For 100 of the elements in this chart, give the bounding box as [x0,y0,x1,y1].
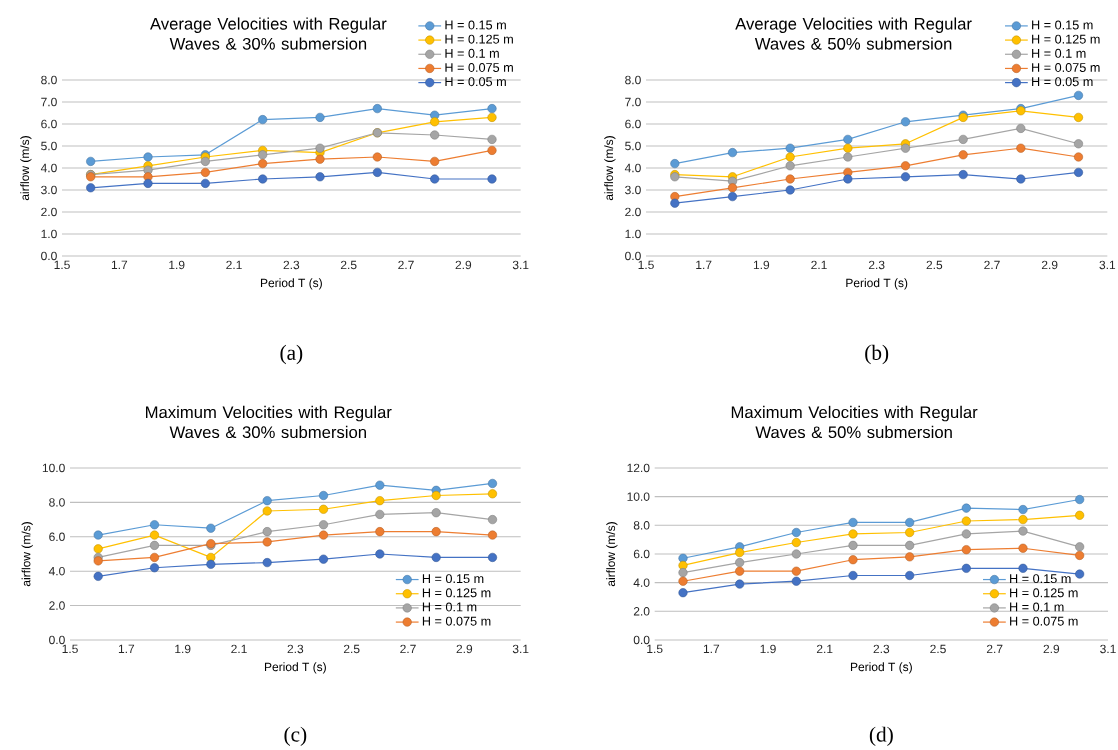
y-tick-label: 7.0 [625,97,641,107]
legend-label: H = 0.125 m [422,588,491,598]
x-tick-label: 2.5 [930,644,946,654]
y-tick-label: 0.0 [625,251,641,261]
legend-label: H = 0.125 m [1010,588,1078,598]
y-tick-label: 6.0 [49,532,65,542]
y-axis-title: airflow (m/s) [606,522,618,587]
x-tick-label: 2.3 [287,644,304,654]
x-axis-title: Period T (s) [264,662,326,674]
legend-label: H = 0.075 m [1010,616,1078,626]
x-tick-label: 1.7 [703,644,720,653]
y-tick-label: 0.0 [41,251,57,261]
x-tick-label: 2.3 [283,260,300,270]
x-tick-label: 2.9 [1041,260,1058,270]
x-tick-label: 2.7 [984,260,1000,270]
x-tick-label: 1.9 [760,644,776,654]
x-axis-title: Period T (s) [850,662,912,674]
text: (a) [280,344,303,365]
y-tick-label: 8.0 [633,521,650,530]
y-tick-label: 10.0 [627,492,650,501]
legend-label: H = 0.075 m [1032,63,1100,72]
x-tick-label: 1.5 [647,644,663,654]
text: (b) [865,344,889,365]
x-axis-title: Period T (s) [260,278,322,290]
x-tick-label: 3.1 [1099,260,1116,270]
legend-label: H = 0.15 m [1010,574,1071,584]
text: (c) [284,726,307,746]
y-tick-label: 3.0 [625,185,641,195]
y-tick-label: 5.0 [41,141,57,151]
x-tick-label: 1.9 [753,260,770,270]
y-tick-label: 6.0 [41,119,57,129]
x-tick-label: 2.7 [398,260,414,270]
y-tick-label: 2.0 [41,207,57,217]
y-tick-label: 4.0 [633,578,650,587]
y-tick-label: 8.0 [49,498,65,507]
legend-label: H = 0.15 m [445,20,506,30]
legend-label: H = 0.15 m [1032,20,1093,30]
y-tick-label: 2.0 [633,607,650,616]
x-tick-label: 1.9 [169,260,185,270]
y-tick-label: 6.0 [625,119,641,129]
x-tick-label: 2.5 [926,260,943,270]
x-tick-label: 2.1 [231,644,247,654]
legend-label: H = 0.05 m [445,77,506,87]
y-tick-label: 4.0 [40,163,57,173]
y-tick-label: 8.0 [41,75,57,85]
y-tick-label: 2.0 [49,601,65,610]
chart-title: Average Velocities with Regular Waves & 30% submersion [150,17,387,50]
x-tick-label: 3.1 [512,644,529,654]
legend-label: H = 0.1 m [422,602,477,612]
x-tick-label: 3.1 [1100,644,1116,654]
x-tick-label: 1.5 [62,644,78,654]
x-axis-title: Period T (s) [846,278,908,290]
y-tick-label: 10.0 [42,463,65,473]
y-tick-label: 4.0 [624,163,641,173]
x-tick-label: 2.9 [455,260,472,270]
x-tick-label: 2.7 [986,644,1003,654]
legend-label: H = 0.05 m [1032,77,1093,87]
y-tick-label: 4.0 [48,566,65,576]
y-tick-label: 5.0 [625,141,641,151]
x-tick-label: 1.5 [638,260,654,270]
legend-label: H = 0.125 m [1032,34,1100,44]
legend-label: H = 0.075 m [422,616,491,626]
x-tick-label: 3.1 [512,260,529,270]
chart-title: Average Velocities with Regular Waves & 50% submersion [735,17,972,50]
y-tick-label: 1.0 [625,229,641,239]
y-tick-label: 8.0 [625,75,641,85]
x-tick-label: 1.7 [696,260,712,269]
x-tick-label: 2.3 [873,644,890,654]
y-tick-label: 2.0 [625,207,641,217]
x-tick-label: 1.5 [54,260,70,270]
x-tick-label: 1.7 [111,260,128,269]
x-tick-label: 2.1 [226,260,242,270]
x-tick-label: 2.1 [816,644,833,654]
x-tick-label: 2.5 [343,644,360,654]
y-tick-label: 7.0 [41,97,57,107]
chart-title: Maximum Velocities with Regular Waves & 50% submersion [731,405,978,439]
y-tick-label: 3.0 [41,185,57,195]
x-tick-label: 2.1 [811,260,827,270]
y-axis-title: airflow (m/s) [20,136,32,201]
y-tick-label: 0.0 [49,635,65,645]
x-tick-label: 2.9 [456,644,473,654]
y-tick-label: 0.0 [633,635,650,645]
text: (d) [869,726,893,746]
chart-title: Maximum Velocities with Regular Waves & 30% submersion [146,405,392,439]
x-tick-label: 2.9 [1043,644,1060,654]
legend-label: H = 0.075 m [445,63,513,72]
y-tick-label: 6.0 [633,549,650,559]
y-axis-title: airflow (m/s) [604,136,616,201]
x-tick-label: 1.7 [118,644,135,653]
legend-label: H = 0.125 m [445,34,513,44]
legend-label: H = 0.1 m [1032,48,1086,58]
x-tick-label: 2.3 [868,260,885,270]
x-tick-label: 2.5 [340,260,357,270]
x-tick-label: 1.9 [175,644,191,654]
x-tick-label: 2.7 [400,644,416,654]
y-tick-label: 12.0 [627,463,650,473]
legend-label: H = 0.1 m [1010,602,1064,612]
y-tick-label: 1.0 [41,229,57,239]
legend-label: H = 0.1 m [445,48,499,58]
y-axis-title: airflow (m/s) [21,522,33,587]
